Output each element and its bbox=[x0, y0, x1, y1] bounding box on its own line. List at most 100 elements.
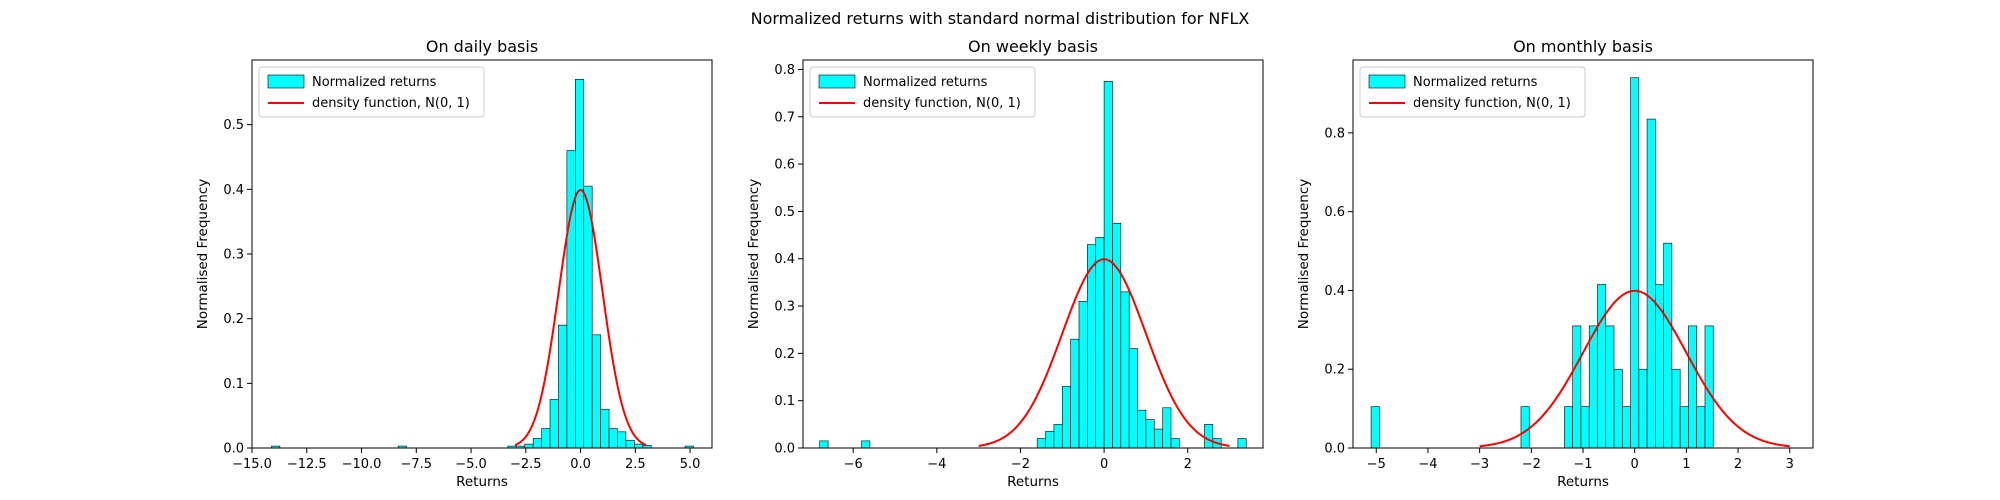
histogram-bar bbox=[1671, 368, 1681, 448]
histogram-bar bbox=[1170, 438, 1180, 448]
y-tick-label: 0.2 bbox=[1324, 363, 1345, 378]
histogram-bar bbox=[541, 428, 551, 448]
legend-entry: density function, N(0, 1) bbox=[863, 96, 1021, 111]
x-tick-label: −15.0 bbox=[232, 457, 272, 472]
x-axis-label: Returns bbox=[1007, 474, 1059, 490]
histogram-bar bbox=[532, 437, 542, 448]
density-curve bbox=[1479, 289, 1790, 448]
x-tick-label: 2 bbox=[1184, 457, 1192, 472]
histogram-bar bbox=[583, 185, 593, 448]
x-tick-label: 1 bbox=[1682, 457, 1690, 472]
x-tick-label: −5 bbox=[1367, 457, 1386, 472]
histogram-bar bbox=[1370, 406, 1380, 448]
y-tick-label: 0.4 bbox=[1324, 284, 1345, 299]
histogram-bar bbox=[1638, 368, 1648, 448]
histogram-bar bbox=[1087, 244, 1097, 448]
legend-frame bbox=[258, 66, 485, 118]
plot-area bbox=[271, 79, 694, 448]
y-tick-label: 0.2 bbox=[223, 312, 244, 327]
y-tick-label: 0.6 bbox=[774, 158, 795, 173]
axes-frame bbox=[802, 59, 1264, 449]
x-tick-label: −2 bbox=[1011, 457, 1030, 472]
x-tick-label: −4 bbox=[1418, 457, 1437, 472]
x-tick-label: −1 bbox=[1573, 457, 1592, 472]
histogram-bar bbox=[608, 428, 618, 448]
x-tick-label: −7.5 bbox=[400, 457, 432, 472]
histogram-bar bbox=[1070, 338, 1080, 448]
x-tick-label: 0 bbox=[1631, 457, 1639, 472]
histogram-bar bbox=[575, 79, 585, 448]
x-tick-label: 2 bbox=[1734, 457, 1742, 472]
y-tick-label: 0.3 bbox=[223, 248, 244, 263]
legend: Normalized returns density function, N(0,… bbox=[1359, 66, 1586, 118]
y-tick-label: 0.4 bbox=[223, 183, 244, 198]
legend-swatch-histogram bbox=[267, 74, 305, 89]
x-axis-label: Returns bbox=[1557, 474, 1609, 490]
chart-title-monthly: On monthly basis bbox=[1513, 37, 1653, 56]
histogram-bar bbox=[524, 443, 534, 448]
histogram-bar bbox=[1036, 438, 1046, 448]
histogram-bar bbox=[819, 440, 829, 448]
histogram-bar bbox=[1204, 424, 1214, 448]
legend-entry: Normalized returns bbox=[312, 75, 437, 90]
histogram-bar bbox=[634, 443, 644, 448]
x-tick-label: 3 bbox=[1786, 457, 1794, 472]
histogram-bar bbox=[1588, 325, 1598, 448]
x-tick-label: −4 bbox=[927, 457, 946, 472]
histogram-bar bbox=[1145, 419, 1155, 448]
density-curve bbox=[514, 189, 647, 447]
legend-swatch-histogram bbox=[1368, 74, 1406, 89]
y-axis-label: Normalised Frequency bbox=[1296, 179, 1312, 330]
histogram-bar bbox=[1572, 325, 1582, 448]
plot-area bbox=[1370, 77, 1790, 448]
legend-frame bbox=[809, 66, 1036, 118]
axes-frame bbox=[1352, 59, 1814, 449]
y-tick-label: 0.3 bbox=[774, 300, 795, 315]
y-tick-label: 0.8 bbox=[774, 63, 795, 78]
histogram-bar bbox=[1045, 431, 1055, 448]
x-tick-label: −12.5 bbox=[287, 457, 327, 472]
histogram-bar bbox=[600, 408, 610, 448]
histogram-bar bbox=[1679, 406, 1689, 448]
histogram-bar bbox=[625, 439, 635, 448]
histogram-bar bbox=[1120, 291, 1130, 448]
y-tick-label: 0.0 bbox=[774, 442, 795, 457]
chart-weekly: −6 −4 −2 0 2 0.0 0.1 0.2 0.3 0.4 0.5 0.6 0.7 0.8 On we… bbox=[746, 37, 1264, 490]
x-tick-label: −6 bbox=[844, 457, 863, 472]
histogram-bar bbox=[558, 324, 568, 448]
histogram-bar bbox=[1613, 368, 1623, 448]
histogram-bar bbox=[1520, 406, 1530, 448]
histogram-bar bbox=[1078, 301, 1088, 448]
histogram-bar bbox=[1112, 222, 1122, 448]
legend-frame bbox=[1359, 66, 1586, 118]
legend-swatch-histogram bbox=[818, 74, 856, 89]
legend: Normalized returns density function, N(0,… bbox=[258, 66, 485, 118]
y-tick-label: 0.6 bbox=[1324, 205, 1345, 220]
density-curve bbox=[978, 258, 1230, 447]
y-tick-label: 0.0 bbox=[1324, 442, 1345, 457]
histogram-bar bbox=[617, 431, 627, 448]
histogram-bar bbox=[1095, 237, 1105, 448]
y-tick-label: 0.1 bbox=[223, 377, 244, 392]
y-axis-label: Normalised Frequency bbox=[746, 179, 762, 330]
histogram-bar bbox=[1137, 409, 1147, 448]
histogram-bar bbox=[1630, 77, 1640, 448]
x-tick-label: −3 bbox=[1470, 457, 1489, 472]
histogram-bar bbox=[1053, 424, 1063, 448]
chart-title-daily: On daily basis bbox=[426, 37, 538, 56]
y-tick-label: 0.1 bbox=[774, 394, 795, 409]
x-tick-label: −2 bbox=[1522, 457, 1541, 472]
y-tick-label: 0.7 bbox=[774, 110, 795, 125]
histogram-bar bbox=[1128, 348, 1138, 448]
x-axis-label: Returns bbox=[456, 474, 508, 490]
histogram-bar bbox=[1621, 406, 1631, 448]
histogram-bar bbox=[1153, 428, 1163, 448]
x-tick-label: 2.5 bbox=[625, 457, 646, 472]
chart-title-weekly: On weekly basis bbox=[968, 37, 1098, 56]
histogram-bar bbox=[566, 150, 576, 448]
histogram-bar bbox=[1696, 406, 1706, 448]
legend-entry: density function, N(0, 1) bbox=[312, 96, 470, 111]
histogram-bar bbox=[1663, 242, 1673, 448]
histogram-bar bbox=[1646, 118, 1656, 448]
